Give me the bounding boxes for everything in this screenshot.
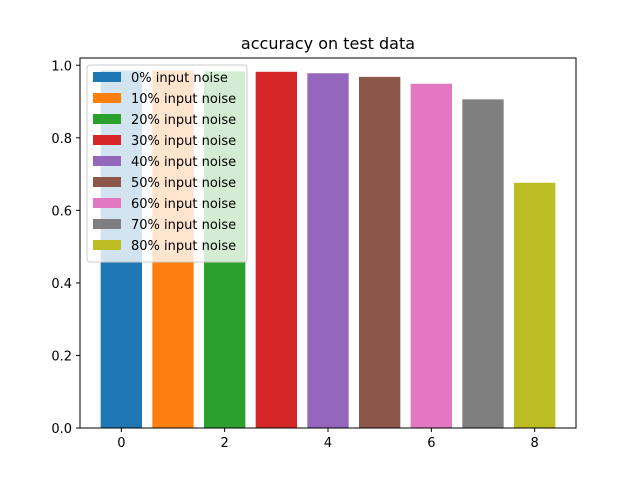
legend-label-8: 80% input noise <box>131 239 236 254</box>
legend-swatch-6 <box>93 198 121 208</box>
legend: 0% input noise 10% input noise 20% input n… <box>86 64 248 263</box>
legend-label-6: 60% input noise <box>131 197 236 212</box>
x-tick-label: 4 <box>324 436 332 451</box>
bar-3 <box>255 71 297 429</box>
legend-swatch-4 <box>93 156 121 166</box>
legend-swatch-7 <box>93 219 121 229</box>
legend-label-7: 70% input noise <box>131 218 236 233</box>
bar-6 <box>410 83 452 428</box>
legend-swatch-3 <box>93 135 121 145</box>
bar-8 <box>514 182 556 428</box>
legend-swatch-0 <box>93 72 121 82</box>
legend-swatch-8 <box>93 240 121 250</box>
legend-swatch-1 <box>93 93 121 103</box>
y-tick-label: 0.6 <box>51 204 72 219</box>
x-tick-label: 6 <box>427 436 435 451</box>
legend-swatch-2 <box>93 114 121 124</box>
x-tick-label: 0 <box>117 436 125 451</box>
x-axis: 0 2 4 6 8 <box>117 428 539 451</box>
legend-swatch-5 <box>93 177 121 187</box>
y-tick-label: 0.8 <box>51 132 72 147</box>
legend-label-5: 50% input noise <box>131 176 236 191</box>
chart-title: accuracy on test data <box>241 34 415 53</box>
x-tick-label: 2 <box>221 436 229 451</box>
bar-5 <box>359 76 401 429</box>
y-axis: 0.0 0.2 0.4 0.6 0.8 1.0 <box>51 59 80 437</box>
y-tick-label: 0.4 <box>51 277 72 292</box>
bar-4 <box>307 73 349 428</box>
x-tick-label: 8 <box>531 436 539 451</box>
bar-7 <box>462 99 504 429</box>
legend-label-2: 20% input noise <box>131 113 236 128</box>
y-tick-label: 0.0 <box>51 422 72 437</box>
y-tick-label: 0.2 <box>51 349 72 364</box>
y-tick-label: 1.0 <box>51 59 72 74</box>
legend-label-0: 0% input noise <box>131 71 228 86</box>
legend-box <box>86 64 248 263</box>
legend-label-3: 30% input noise <box>131 134 236 149</box>
legend-label-4: 40% input noise <box>131 155 236 170</box>
legend-label-1: 10% input noise <box>131 92 236 107</box>
